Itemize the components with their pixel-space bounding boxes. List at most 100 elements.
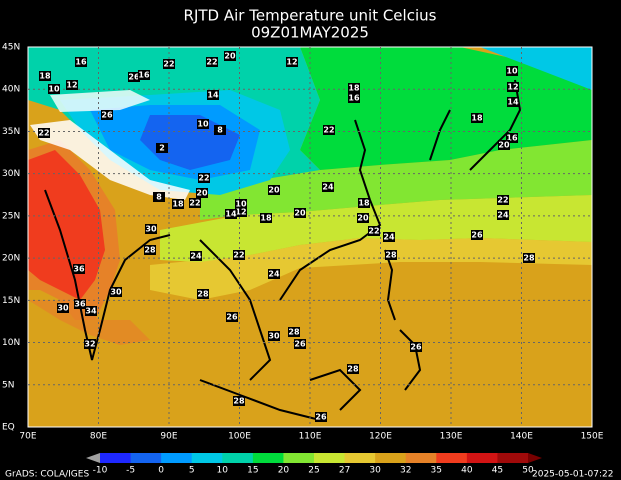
contour-label: 20 <box>498 141 510 150</box>
contour-label: 12 <box>507 83 518 92</box>
contour-label: 20 <box>196 189 208 198</box>
contour-label: 32 <box>84 340 95 349</box>
contour-label-bg <box>197 119 209 129</box>
contour-label-bg <box>410 342 422 352</box>
lat-label: 30N <box>2 169 20 179</box>
contour-label: 30 <box>145 225 157 234</box>
contour-label-bg <box>506 133 518 143</box>
contour-label: 18 <box>348 84 360 93</box>
contour-label-bg <box>357 213 369 223</box>
contour-label-bg <box>144 245 156 255</box>
lon-label: 100E <box>228 432 251 442</box>
contour-label: 18 <box>358 199 370 208</box>
lon-label: 120E <box>369 432 392 442</box>
contour-label: 22 <box>233 251 244 260</box>
contour-label-bg <box>145 224 157 234</box>
contour-label: 30 <box>57 304 69 313</box>
contour-label-bg <box>358 198 370 208</box>
colorbar-cell <box>314 453 346 463</box>
contour-label-bg <box>323 125 335 135</box>
contour-label-bg <box>286 57 298 67</box>
colorbar-label: 0 <box>158 466 164 476</box>
lat-label: 35N <box>2 127 20 137</box>
lon-label: 150E <box>581 432 604 442</box>
contour-label-bg <box>73 264 85 274</box>
contour-label-bg <box>233 250 245 260</box>
contour-label: 22 <box>323 126 334 135</box>
contour-label-bg <box>85 306 97 316</box>
contour-label: 16 <box>506 134 518 143</box>
colorbar-cell <box>161 453 193 463</box>
contour-label: 24 <box>322 183 334 192</box>
colorbar-label: 30 <box>369 466 381 476</box>
lat-label: 10N <box>2 338 20 348</box>
colorbar-cell <box>100 453 132 463</box>
contour-label: 18 <box>172 200 184 209</box>
colorbar-label: -5 <box>126 466 135 476</box>
contour-label: 12 <box>286 58 297 67</box>
contour-label: 24 <box>268 270 280 279</box>
contour-label: 20 <box>294 209 306 218</box>
contour-label-bg <box>190 251 202 261</box>
contour-label: 28 <box>523 254 535 263</box>
contour-label-bg <box>523 253 535 263</box>
contour-label-bg <box>268 269 280 279</box>
contour-label: 12 <box>235 208 246 217</box>
contour-label: 16 <box>348 94 360 103</box>
contour-label: 2 <box>159 144 165 153</box>
contour-label-bg <box>128 72 140 82</box>
lon-label: 110E <box>299 432 322 442</box>
contour-label-bg <box>315 412 327 422</box>
contour-label: 22 <box>38 129 49 138</box>
colorbar-cell <box>375 453 407 463</box>
contour-label-bg <box>471 230 483 240</box>
contour-label-bg <box>385 250 397 260</box>
contour-label: 24 <box>190 252 202 261</box>
contour-label-bg <box>294 339 306 349</box>
contour-label-bg <box>471 113 483 123</box>
colorbar-cell <box>252 453 284 463</box>
colorbar-label: 15 <box>247 466 258 476</box>
contour-label: 28 <box>144 246 156 255</box>
contour-label: 22 <box>163 60 174 69</box>
colorbar-cell <box>344 453 376 463</box>
contour-label: 28 <box>233 397 245 406</box>
contour-label: 16 <box>75 58 87 67</box>
colorbar-cell <box>436 453 468 463</box>
lon-label: 90E <box>160 432 177 442</box>
contour-label: 22 <box>368 227 379 236</box>
contour-label: 14 <box>507 98 519 107</box>
colorbar-cell <box>283 453 315 463</box>
contour-label: 8 <box>156 193 162 202</box>
colorbar-label: 20 <box>278 466 290 476</box>
colorbar-label: 27 <box>339 466 350 476</box>
contour-label-bg <box>235 199 247 209</box>
contour-label: 24 <box>383 233 395 242</box>
colorbar-cell <box>191 453 223 463</box>
contour-label-bg <box>38 128 50 138</box>
contour-label: 26 <box>294 340 306 349</box>
contour-label: 22 <box>206 58 217 67</box>
contour-label: 26 <box>410 343 422 352</box>
contour-label-bg <box>197 289 209 299</box>
contour-label-bg <box>226 312 238 322</box>
contour-label-bg <box>198 173 210 183</box>
contour-label-bg <box>497 210 509 220</box>
contour-label: 18 <box>260 214 272 223</box>
contour-label-bg <box>294 208 306 218</box>
colorbar-cell <box>130 453 162 463</box>
contour-label-bg <box>322 182 334 192</box>
lat-label: 45N <box>2 43 20 53</box>
colorbar-cell <box>497 453 529 463</box>
lon-label: 140E <box>510 432 533 442</box>
contour-label: 20 <box>224 52 236 61</box>
contour-label: 14 <box>225 210 237 219</box>
contour-label-bg <box>163 59 175 69</box>
contour-label: 28 <box>347 365 359 374</box>
contour-label-bg <box>368 226 380 236</box>
colorbar-label: 35 <box>431 466 442 476</box>
colorbar-label: -10 <box>93 466 108 476</box>
contour-label: 30 <box>268 332 280 341</box>
contour-label: 22 <box>189 199 200 208</box>
colorbar-cell <box>466 453 498 463</box>
